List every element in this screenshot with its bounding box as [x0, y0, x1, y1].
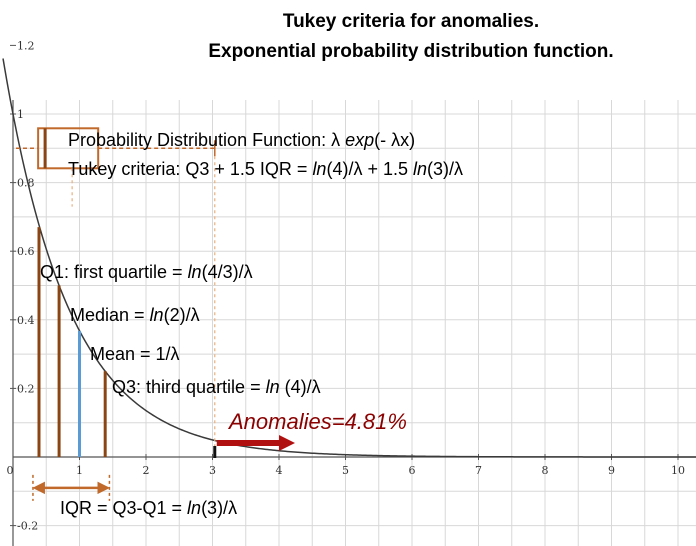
tukey-criteria-annotation: Tukey criteria: Q3 + 1.5 IQR = ln(4)/λ +… [68, 159, 464, 179]
x-tick-label: 0 [7, 464, 14, 477]
y-tick-label: -0.2 [17, 520, 38, 533]
pdf-annotation: Probability Distribution Function: λ exp… [68, 130, 416, 150]
x-tick-label: 9 [608, 464, 615, 477]
mean-annotation: Mean = 1/λ [90, 344, 180, 364]
q1-annotation: Q1: first quartile = ln(4/3)/λ [40, 262, 253, 282]
x-tick-label: 3 [209, 464, 216, 477]
y-tick-label: 1.2 [17, 39, 35, 52]
y-tick-label: 0.8 [17, 177, 35, 190]
iqr-annotation: IQR = Q3-Q1 = ln(3)/λ [60, 498, 238, 518]
chart-title-line-1: Tukey criteria for anomalies. [282, 11, 540, 32]
x-tick-label: 5 [342, 464, 349, 477]
y-tick-label: 0.4 [17, 314, 35, 327]
anomalies-arrow-head [279, 435, 295, 451]
median-annotation: Median = ln(2)/λ [70, 305, 200, 325]
x-tick-label: 10 [671, 464, 685, 477]
x-tick-label: 1 [76, 464, 83, 477]
pdf-curve [2, 58, 696, 458]
y-tick-label: 1 [17, 108, 24, 121]
y-tick-label: 0.6 [17, 245, 35, 258]
x-tick-label: 6 [409, 464, 416, 477]
x-tick-label: 2 [143, 464, 150, 477]
chart-title-line-2: Exponential probability distribution fun… [208, 41, 614, 62]
anomalies-label: Anomalies=4.81% [229, 409, 407, 434]
x-tick-label: 4 [276, 464, 283, 477]
x-tick-label: 8 [542, 464, 549, 477]
q3-annotation: Q3: third quartile = ln (4)/λ [112, 377, 321, 397]
x-tick-label: 7 [475, 464, 482, 477]
y-tick-label: 0.2 [17, 382, 35, 395]
